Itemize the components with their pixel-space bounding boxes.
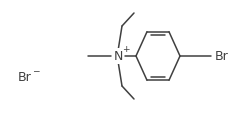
Text: Br: Br	[18, 71, 32, 84]
Text: Br: Br	[215, 50, 229, 63]
Text: −: −	[32, 66, 39, 75]
Text: +: +	[122, 44, 130, 53]
Text: N: N	[113, 50, 123, 63]
